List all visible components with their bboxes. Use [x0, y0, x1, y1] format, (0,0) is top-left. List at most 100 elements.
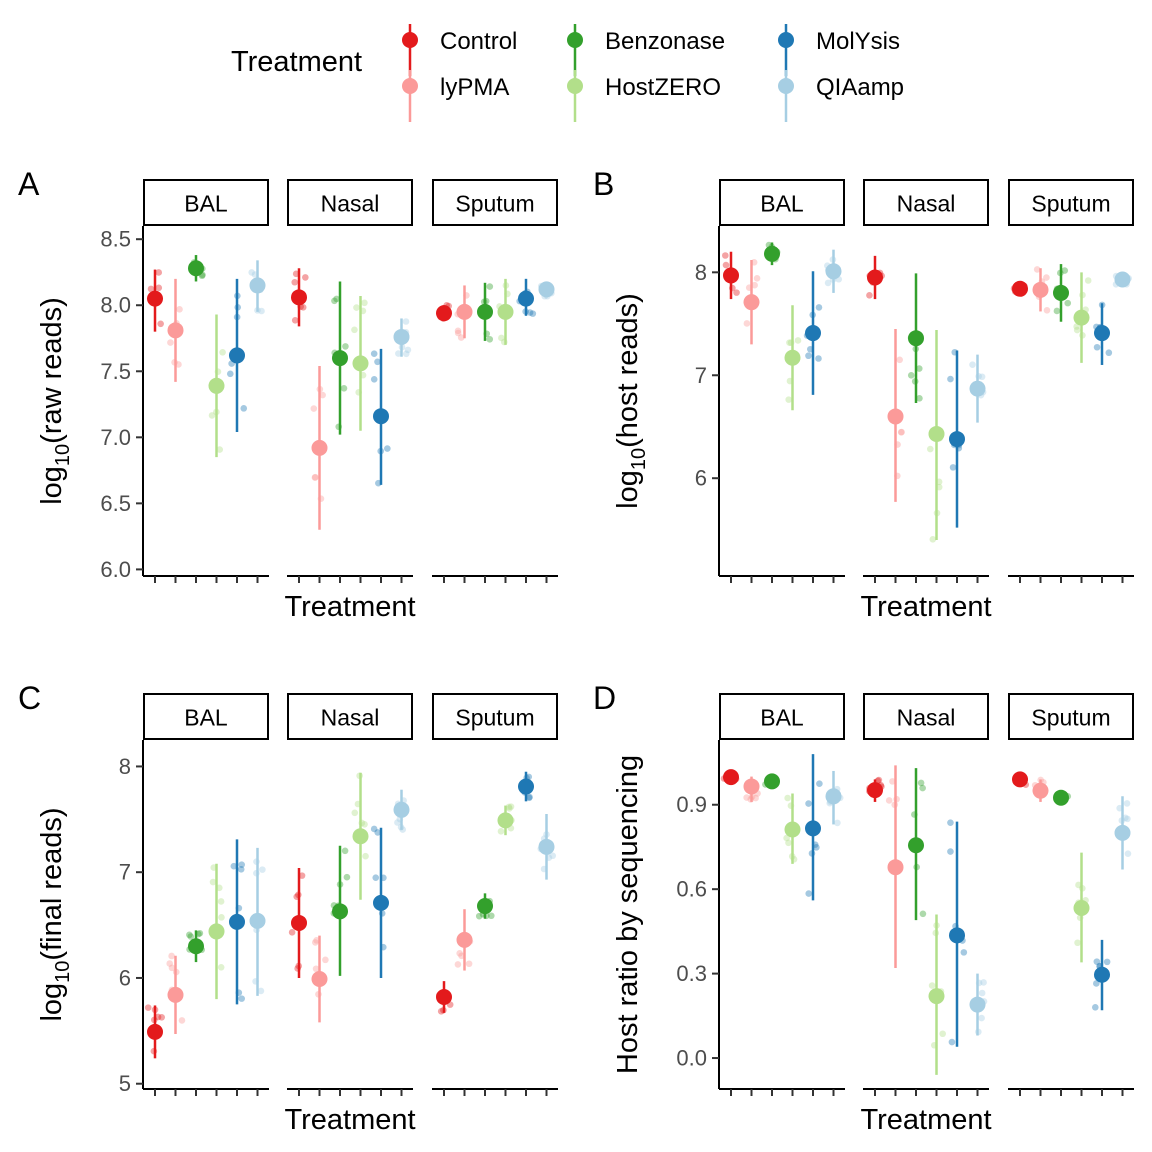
sample-point: [949, 464, 957, 471]
sample-point: [395, 350, 402, 357]
legend-key-qiaamp: [778, 70, 794, 122]
sample-point: [815, 355, 822, 362]
mean-point: [1053, 789, 1069, 806]
sample-point: [351, 326, 358, 334]
sample-point: [752, 794, 759, 802]
mean-point: [1073, 309, 1090, 326]
mean-point: [497, 812, 514, 829]
mean-point: [887, 859, 904, 876]
sample-point: [907, 372, 915, 379]
sample-point: [311, 474, 319, 481]
sample-point: [351, 809, 359, 817]
sample-point: [208, 412, 216, 419]
facet-bal: BAL: [143, 693, 269, 1096]
sample-point: [1033, 266, 1041, 273]
sample-point: [178, 1017, 186, 1024]
sample-point: [155, 269, 163, 276]
mean-point: [291, 289, 307, 306]
y-axis-label: log10(host reads): [612, 293, 650, 509]
facet-strip: [143, 693, 269, 740]
x-axis-label: Treatment: [284, 591, 415, 623]
y-axis-label: log10(final reads): [36, 807, 74, 1021]
sample-point: [353, 304, 360, 311]
sample-point: [457, 334, 465, 341]
sample-point: [978, 373, 986, 381]
mean-point: [393, 328, 410, 345]
sample-point: [947, 819, 954, 826]
sample-point: [978, 989, 986, 997]
legend-key-point: [567, 78, 583, 94]
sample-point: [722, 252, 729, 259]
mean-point: [188, 260, 204, 277]
legend-key-point: [402, 32, 418, 48]
facet-nasal: Nasal: [863, 179, 989, 583]
mean-point: [949, 431, 965, 448]
sample-point: [1123, 800, 1131, 807]
mean-point: [1114, 271, 1131, 288]
panel-tag: B: [593, 166, 614, 202]
mean-point: [949, 927, 965, 944]
sample-point: [506, 805, 513, 812]
sample-point: [176, 306, 183, 313]
mean-point: [1053, 284, 1069, 301]
sample-point: [813, 844, 820, 851]
sample-point: [154, 1013, 162, 1021]
sample-point: [312, 473, 319, 481]
sample-point: [374, 358, 381, 366]
mean-point: [969, 380, 986, 397]
y-tick-label: 6.0: [100, 557, 131, 582]
mean-point: [743, 778, 760, 795]
sample-point: [916, 395, 923, 402]
facet-nasal: Nasal: [863, 693, 989, 1096]
y-tick-label: 5: [119, 1071, 131, 1096]
legend-label-molysis: MolYsis: [816, 28, 901, 55]
facet-strip: [1008, 179, 1134, 226]
sample-point: [1093, 980, 1100, 987]
facet-strip: [863, 693, 989, 740]
y-axis-label: log10(raw reads): [36, 297, 74, 505]
mean-point: [908, 837, 924, 854]
sample-point: [168, 952, 175, 960]
x-axis-label: Treatment: [860, 591, 991, 623]
mean-point: [1094, 325, 1110, 342]
sample-point: [402, 318, 410, 325]
sample-point: [302, 274, 309, 281]
panel-d: D Host ratio by sequencing 0.0 0.3 0.6 0.9 Tre…: [593, 680, 1134, 1136]
mean-point: [352, 355, 369, 372]
mean-point: [311, 971, 328, 988]
facet-strip-label: BAL: [760, 191, 804, 217]
sample-point: [1043, 274, 1050, 281]
legend: Treatment Control lyPMA Benzonase HostZE…: [0, 0, 1152, 122]
sample-point: [1093, 343, 1101, 351]
sample-point: [969, 361, 976, 368]
sample-point: [226, 370, 234, 378]
sample-point: [313, 937, 320, 944]
sample-point: [158, 1014, 166, 1021]
y-tick-label: 0.0: [676, 1046, 707, 1071]
mean-point: [373, 894, 389, 911]
sample-point: [310, 405, 318, 412]
sample-point: [341, 847, 349, 855]
y-tick-label: 6: [695, 466, 707, 491]
sample-point: [1093, 958, 1101, 965]
y-tick-label: 7: [695, 363, 707, 388]
sample-point: [486, 283, 494, 290]
sample-point: [217, 898, 225, 905]
facet-strip-label: BAL: [760, 705, 804, 731]
mean-point: [723, 769, 739, 786]
sample-point: [312, 965, 320, 973]
sample-point: [291, 317, 299, 324]
legend-label-qiaamp: QIAamp: [816, 74, 905, 101]
sample-point: [507, 803, 515, 810]
legend-key-point: [778, 32, 794, 48]
sample-point: [1105, 349, 1113, 357]
sample-point: [343, 873, 351, 881]
sample-point: [404, 346, 412, 354]
sample-point: [258, 307, 265, 315]
sample-point: [753, 275, 761, 282]
sample-point: [897, 429, 905, 436]
mean-point: [456, 931, 473, 948]
sample-point: [144, 1004, 152, 1011]
